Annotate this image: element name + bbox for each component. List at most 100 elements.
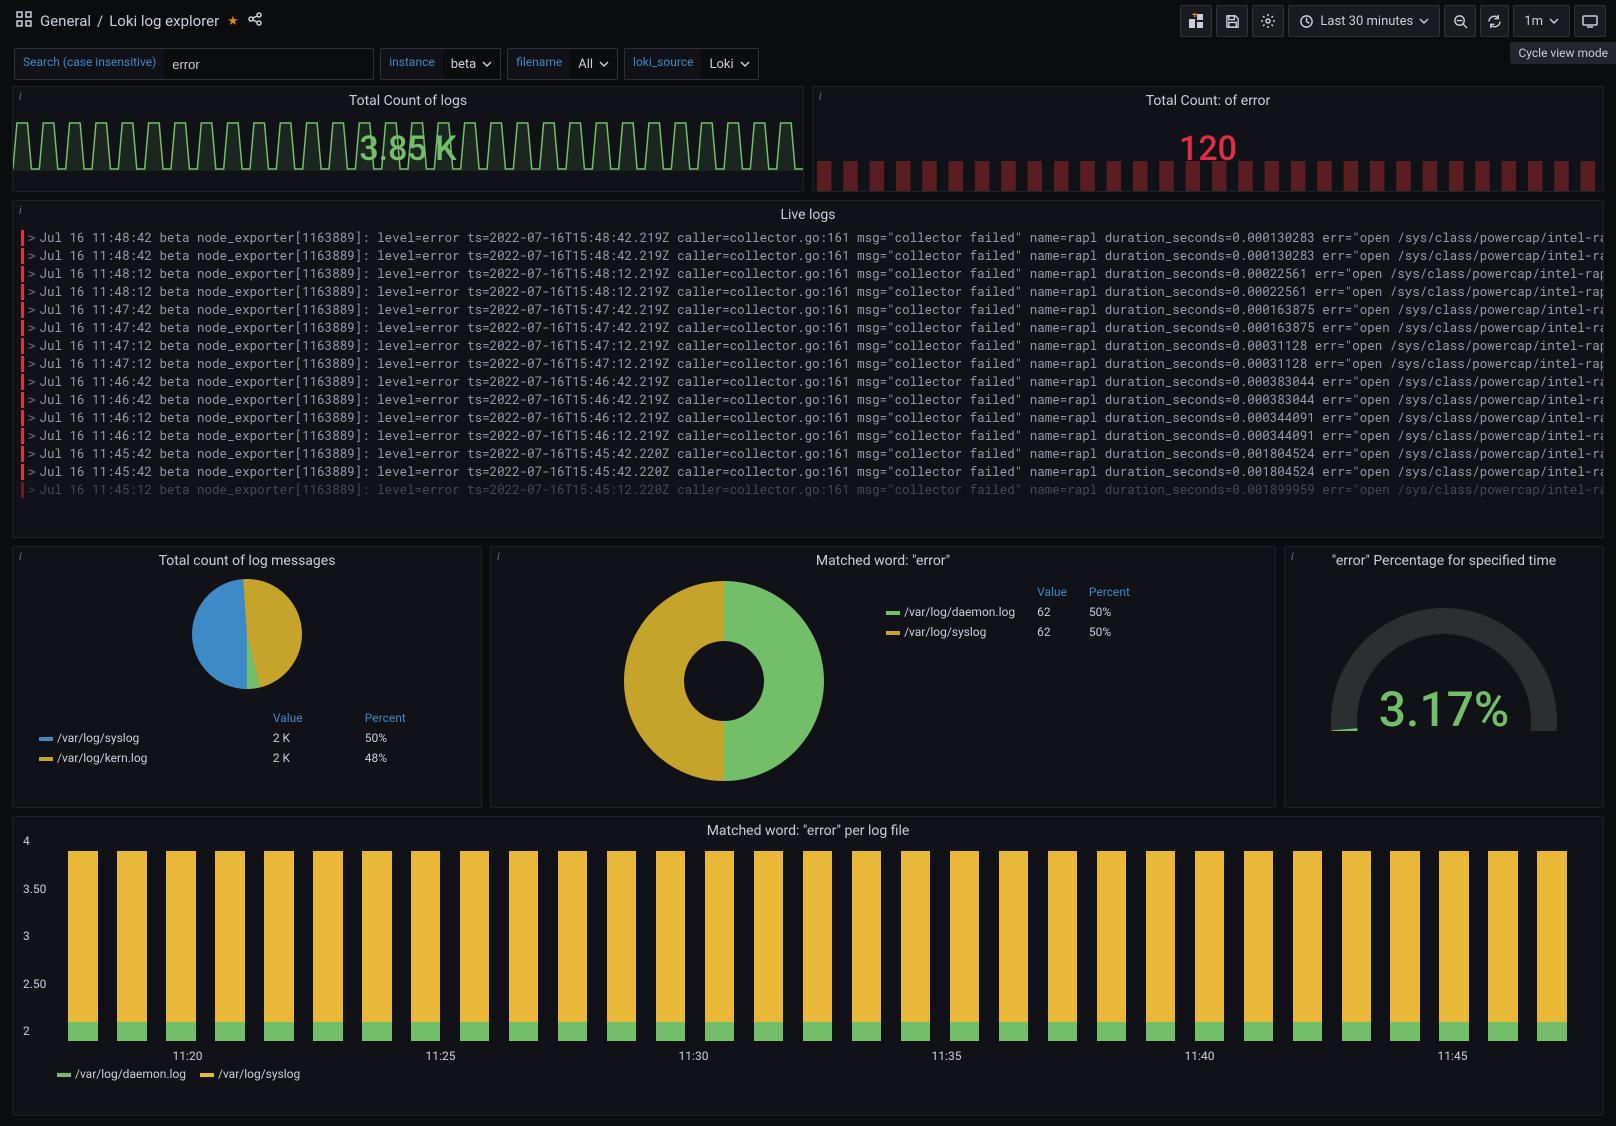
info-icon[interactable]: i: [19, 204, 22, 217]
log-line[interactable]: >Jul 16 11:47:42 beta node_exporter[1163…: [13, 319, 1603, 337]
header-right: + Last 30 minutes 1m: [1180, 5, 1606, 37]
save-button[interactable]: [1216, 5, 1248, 37]
panel-gauge: i "error" Percentage for specified time …: [1284, 546, 1604, 808]
bar: [803, 851, 832, 1041]
total-error-value: 120: [813, 129, 1603, 169]
search-input[interactable]: [164, 48, 374, 80]
breadcrumb-sep: /: [97, 12, 103, 30]
var-filename-select[interactable]: All: [570, 48, 618, 80]
share-icon[interactable]: [247, 11, 263, 31]
var-instance-value: beta: [451, 57, 477, 72]
refresh-interval-picker[interactable]: 1m: [1513, 5, 1570, 37]
settings-button[interactable]: [1252, 5, 1284, 37]
x-tick: 11:30: [679, 1049, 709, 1063]
log-line[interactable]: >Jul 16 11:46:42 beta node_exporter[1163…: [13, 391, 1603, 409]
log-line[interactable]: >Jul 16 11:48:12 beta node_exporter[1163…: [13, 265, 1603, 283]
y-tick: 3: [23, 929, 30, 943]
log-line[interactable]: >Jul 16 11:45:42 beta node_exporter[1163…: [13, 445, 1603, 463]
var-instance-select[interactable]: beta: [443, 48, 502, 80]
log-line[interactable]: >Jul 16 11:46:12 beta node_exporter[1163…: [13, 409, 1603, 427]
svg-text:+: +: [1192, 13, 1198, 21]
info-icon[interactable]: i: [497, 550, 500, 563]
panel-total-error: i Total Count: of error 120: [812, 86, 1604, 192]
panel-live-logs: i Live logs >Jul 16 11:48:42 beta node_e…: [12, 200, 1604, 538]
info-icon[interactable]: i: [819, 90, 822, 103]
log-line[interactable]: >Jul 16 11:45:42 beta node_exporter[1163…: [13, 463, 1603, 481]
total-logs-value: 3.85 K: [13, 129, 803, 169]
bar: [1537, 851, 1566, 1041]
var-instance-label: instance: [380, 48, 442, 80]
y-tick: 4: [23, 834, 30, 848]
panel-title: Matched word: "error" per log file: [13, 817, 1603, 841]
bar: [607, 851, 636, 1041]
bar: [68, 851, 97, 1041]
info-icon[interactable]: i: [1291, 550, 1294, 563]
bar: [558, 851, 587, 1041]
header-left: General / Loki log explorer ★: [16, 11, 263, 31]
legend-header-value: Value: [1027, 583, 1077, 601]
var-search: Search (case insensitive): [14, 48, 374, 80]
add-panel-button[interactable]: +: [1180, 5, 1212, 37]
panel-title: "error" Percentage for specified time: [1285, 547, 1603, 571]
bar: [754, 851, 783, 1041]
bar: [999, 851, 1028, 1041]
breadcrumb-root-link[interactable]: General: [40, 12, 91, 30]
log-line[interactable]: >Jul 16 11:48:42 beta node_exporter[1163…: [13, 229, 1603, 247]
dashboard-grid-icon[interactable]: [16, 11, 32, 31]
info-icon[interactable]: i: [19, 550, 22, 563]
donut-chart: [624, 581, 824, 781]
var-filename-label: filename: [507, 48, 570, 80]
zoom-out-button[interactable]: [1444, 5, 1476, 37]
var-lokisource-select[interactable]: Loki: [701, 48, 758, 80]
var-filename: filename All: [507, 48, 618, 80]
panels-area: i Total Count of logs 3.85 K i Total Cou…: [0, 86, 1616, 1116]
refresh-interval-text: 1m: [1524, 14, 1543, 29]
var-lokisource: loki_source Loki: [624, 48, 759, 80]
legend-row[interactable]: /var/log/kern.log2 K48%: [29, 749, 465, 767]
time-range-picker[interactable]: Last 30 minutes: [1288, 5, 1440, 37]
star-icon[interactable]: ★: [227, 14, 239, 29]
variable-bar: Search (case insensitive) instance beta …: [0, 42, 1616, 86]
log-line[interactable]: >Jul 16 11:47:12 beta node_exporter[1163…: [13, 337, 1603, 355]
legend-row[interactable]: /var/log/syslog6250%: [876, 623, 1140, 641]
bar: [705, 851, 734, 1041]
tv-mode-button[interactable]: [1574, 5, 1606, 37]
panel-title: Total Count of logs: [13, 87, 803, 111]
panel-title: Total count of log messages: [13, 547, 481, 571]
bar-chart: 43.5032.50211:2011:2511:3011:3511:4011:4…: [61, 841, 1579, 1061]
bar: [411, 851, 440, 1041]
cycle-view-mode-tip: Cycle view mode: [1510, 42, 1616, 64]
legend-row[interactable]: /var/log/daemon.log6250%: [876, 603, 1140, 621]
bar: [264, 851, 293, 1041]
bar: [950, 851, 979, 1041]
legend-item[interactable]: /var/log/daemon.log: [57, 1067, 186, 1081]
bar: [1097, 851, 1126, 1041]
y-tick: 2.50: [23, 977, 46, 991]
log-list[interactable]: >Jul 16 11:48:42 beta node_exporter[1163…: [13, 225, 1603, 499]
donut-legend: ValuePercent /var/log/daemon.log6250%/va…: [874, 581, 1142, 643]
info-icon[interactable]: i: [19, 90, 22, 103]
bar: [362, 851, 391, 1041]
legend-row[interactable]: /var/log/syslog2 K50%: [29, 729, 465, 747]
x-tick: 11:45: [1438, 1049, 1468, 1063]
y-tick: 2: [23, 1024, 30, 1038]
breadcrumb-page-link[interactable]: Loki log explorer: [109, 12, 219, 30]
panel-pie: i Total count of log messages ValuePerce…: [12, 546, 482, 808]
top-header: General / Loki log explorer ★ + Last 30 …: [0, 0, 1616, 42]
log-line[interactable]: >Jul 16 11:48:12 beta node_exporter[1163…: [13, 283, 1603, 301]
log-line[interactable]: >Jul 16 11:46:12 beta node_exporter[1163…: [13, 427, 1603, 445]
refresh-button[interactable]: [1480, 5, 1509, 37]
log-line[interactable]: >Jul 16 11:47:42 beta node_exporter[1163…: [13, 301, 1603, 319]
log-line[interactable]: >Jul 16 11:48:42 beta node_exporter[1163…: [13, 247, 1603, 265]
bar: [215, 851, 244, 1041]
log-line[interactable]: >Jul 16 11:45:12 beta node_exporter[1163…: [13, 481, 1603, 499]
var-instance: instance beta: [380, 48, 501, 80]
log-line[interactable]: >Jul 16 11:47:12 beta node_exporter[1163…: [13, 355, 1603, 373]
bar: [460, 851, 489, 1041]
bar: [656, 851, 685, 1041]
var-search-label: Search (case insensitive): [14, 48, 164, 80]
bar: [1342, 851, 1371, 1041]
row-3: i Total count of log messages ValuePerce…: [12, 546, 1604, 808]
legend-item[interactable]: /var/log/syslog: [200, 1067, 300, 1081]
log-line[interactable]: >Jul 16 11:46:42 beta node_exporter[1163…: [13, 373, 1603, 391]
